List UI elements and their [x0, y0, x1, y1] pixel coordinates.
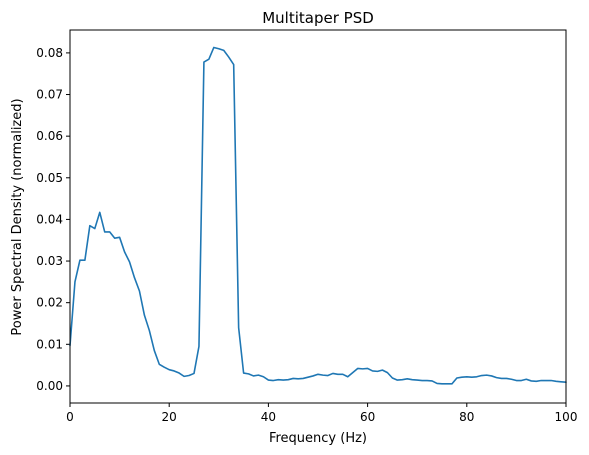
y-tick-label: 0.07: [36, 88, 63, 102]
plot-area-frame: [69, 29, 567, 404]
y-axis-label: Power Spectral Density (normalized): [10, 98, 25, 335]
x-tick-label: 80: [459, 410, 474, 424]
y-tick-label: 0.05: [36, 171, 63, 185]
psd-series-line: [69, 46, 567, 385]
y-tick-label: 0.00: [36, 379, 63, 393]
x-tick-label: 20: [162, 410, 177, 424]
x-axis-ticks: 0 20 40 60 80 100: [66, 403, 577, 424]
y-axis-ticks: 0.00 0.01 0.02 0.03 0.04 0.05 0.06 0.07 0.08: [36, 46, 70, 393]
x-tick-label: 0: [66, 410, 74, 424]
y-tick-label: 0.04: [36, 212, 63, 226]
x-tick-label: 60: [360, 410, 375, 424]
x-tick-label: 40: [261, 410, 276, 424]
series-layer: [69, 46, 567, 385]
y-tick-label: 0.03: [36, 254, 63, 268]
y-tick-label: 0.02: [36, 296, 63, 310]
x-axis-label: Frequency (Hz): [269, 431, 367, 446]
x-tick-label: 100: [555, 410, 578, 424]
y-tick-label: 0.01: [36, 337, 63, 351]
plot-area-background: [70, 30, 566, 403]
y-tick-label: 0.08: [36, 46, 63, 60]
chart-title: Multitaper PSD: [262, 9, 374, 27]
y-tick-label: 0.06: [36, 129, 63, 143]
